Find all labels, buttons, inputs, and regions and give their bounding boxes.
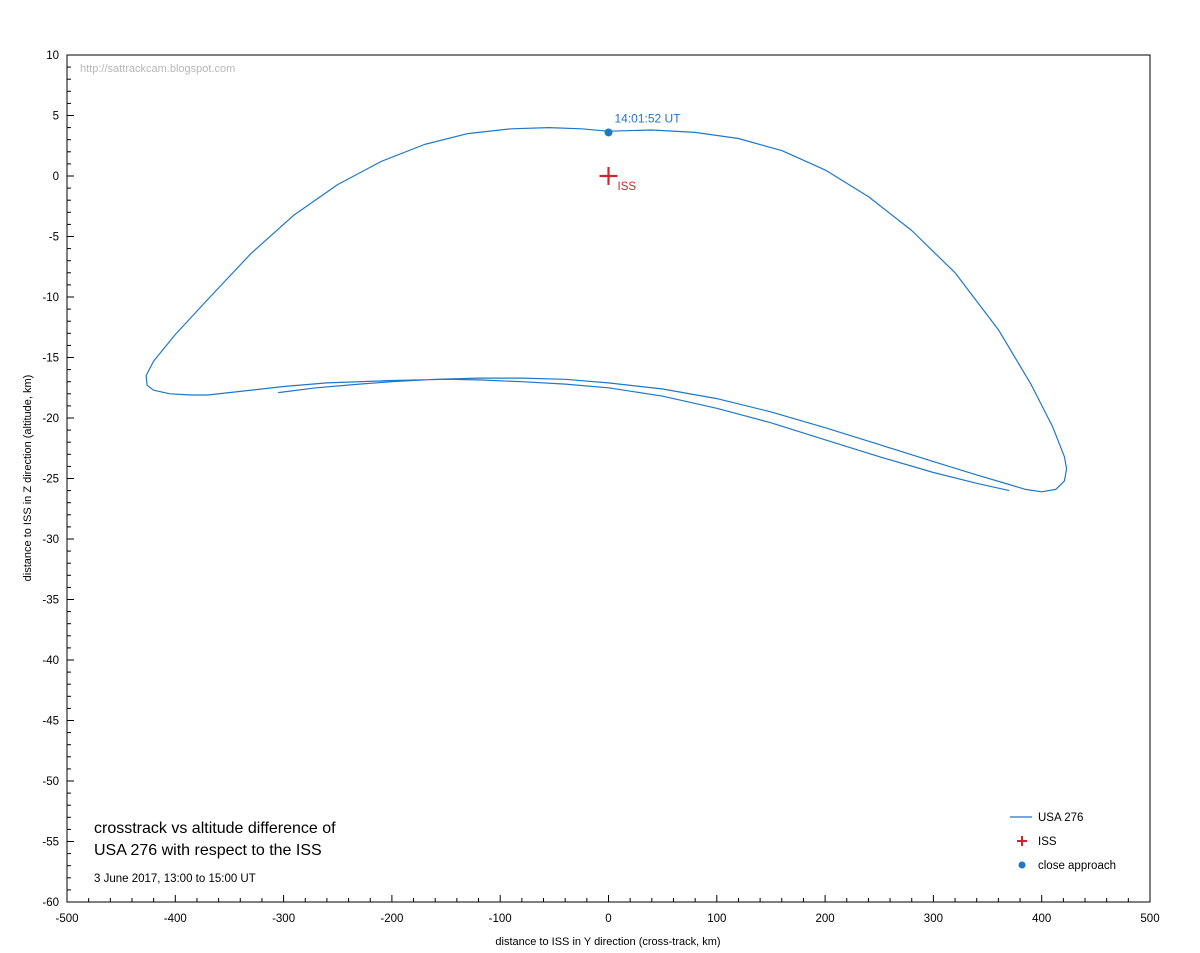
close-approach-label: 14:01:52 UT [615, 111, 682, 125]
iss-marker [599, 167, 618, 185]
legend-swatch-close-approach [1018, 861, 1026, 869]
x-tick-label: 300 [924, 913, 943, 925]
legend-label-close-approach: close approach [1038, 860, 1116, 872]
y-tick-label: -5 [49, 232, 59, 244]
x-tick-label: -200 [380, 913, 403, 925]
x-tick-label: -100 [489, 913, 512, 925]
y-tick-label: -10 [42, 292, 59, 304]
y-tick-label: -45 [42, 716, 59, 728]
y-tick-label: -15 [42, 353, 59, 365]
close-approach-point [604, 128, 613, 137]
y-tick-label: -55 [42, 837, 59, 849]
iss-label: ISS [618, 181, 637, 193]
legend: USA 276 ISS close approach [1010, 812, 1116, 872]
legend-label-iss: ISS [1038, 836, 1057, 848]
y-tick-label: -25 [42, 474, 59, 486]
y-tick-label: -50 [42, 776, 59, 788]
y-tick-label: 10 [46, 50, 59, 62]
y-axis-label: distance to ISS in Z direction (altitude… [22, 375, 34, 582]
y-tick-label: 5 [53, 111, 59, 123]
legend-label-usa-276: USA 276 [1038, 812, 1083, 824]
x-tick-label: -500 [55, 913, 78, 925]
usa-276-track [145, 127, 1068, 493]
y-axis-ticks: 10 5 0 -5 -10 -15 -20 -25 -30 -35 -40 -45 -50 -55 -60 [42, 50, 74, 909]
y-tick-label: 0 [53, 171, 59, 183]
annotation-title-line2: USA 276 with respect to the ISS [94, 842, 322, 859]
annotation-title-line1: crosstrack vs altitude difference of [94, 820, 336, 837]
x-tick-label: 0 [605, 913, 611, 925]
x-tick-label: 200 [816, 913, 835, 925]
y-tick-label: -20 [42, 413, 59, 425]
x-axis-ticks: -500 -400 -300 -200 -100 0 100 200 300 400 500 [55, 895, 1160, 925]
annotation-subtitle: 3 June 2017, 13:00 to 15:00 UT [94, 873, 256, 885]
x-axis-label: distance to ISS in Y direction (cross-tr… [495, 936, 720, 948]
plot-frame [66, 54, 1151, 903]
y-tick-label: -30 [42, 534, 59, 546]
y-tick-label: -35 [42, 595, 59, 607]
x-tick-label: -300 [272, 913, 295, 925]
x-tick-label: 100 [707, 913, 726, 925]
y-tick-label: -40 [42, 655, 59, 667]
x-tick-label: 500 [1140, 913, 1159, 925]
watermark: http://sattrackcam.blogspot.com [80, 63, 235, 75]
annotation-block: crosstrack vs altitude difference of USA… [94, 820, 336, 885]
x-tick-label: 400 [1032, 913, 1051, 925]
x-tick-label: -400 [164, 913, 187, 925]
y-tick-label: -60 [42, 897, 59, 909]
